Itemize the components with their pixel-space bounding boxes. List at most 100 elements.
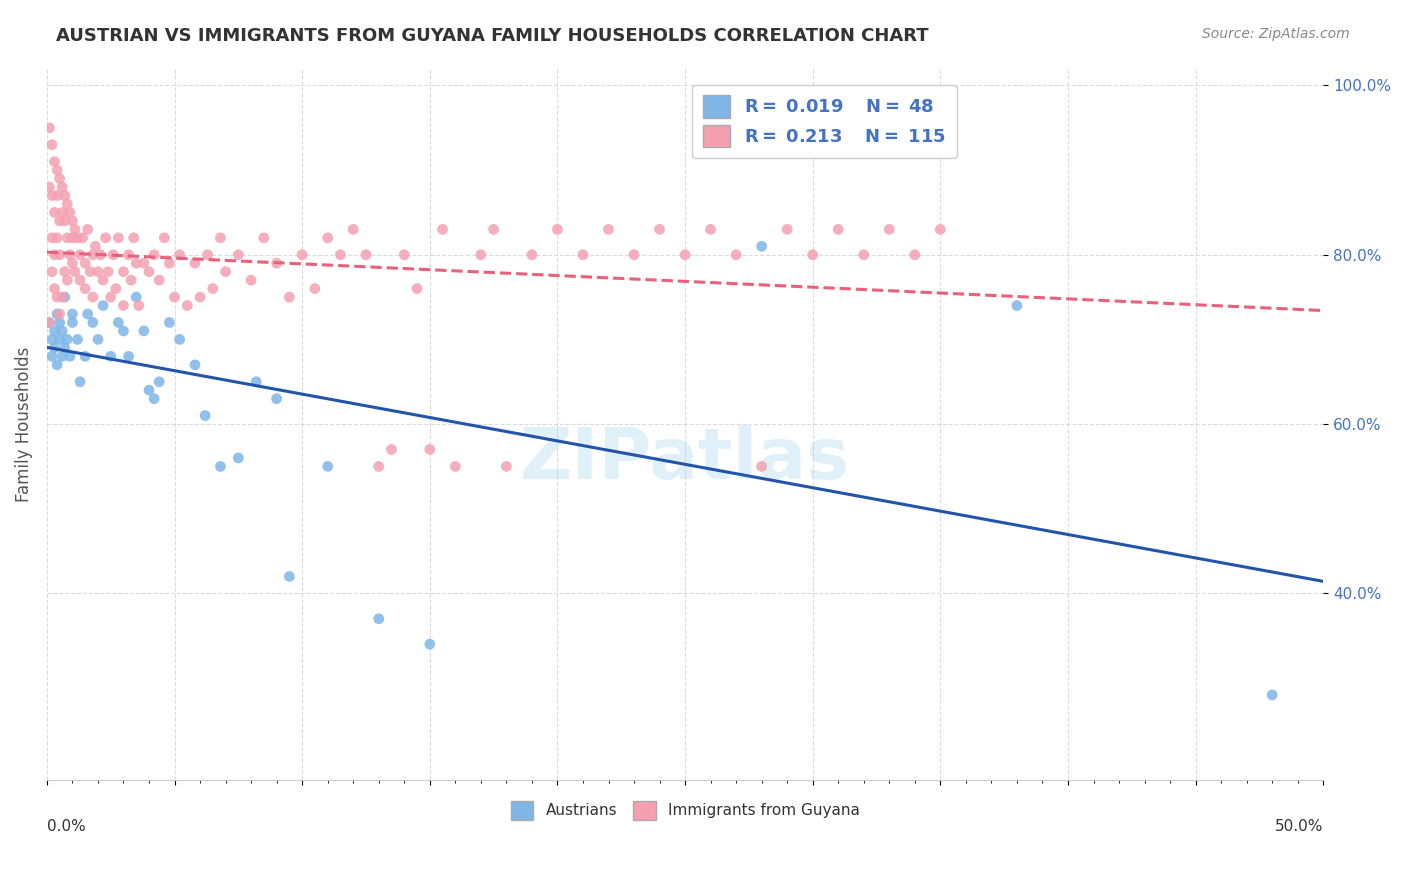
Point (56, 197, 79, 211)
Point (623, 248, 645, 262)
Point (63, 265, 86, 279)
Point (699, 222, 721, 236)
Point (91, 273, 114, 287)
Point (62, 307, 84, 321)
Point (59, 248, 82, 262)
Point (245, 375, 267, 389)
Point (82, 290, 104, 304)
Point (112, 324, 135, 338)
Point (482, 222, 505, 236)
Point (316, 231, 339, 245)
Point (432, 222, 454, 236)
Point (367, 459, 389, 474)
Point (117, 248, 139, 262)
Point (153, 231, 176, 245)
Point (228, 248, 250, 262)
Point (72, 231, 94, 245)
Point (291, 248, 314, 262)
Point (107, 231, 129, 245)
Point (100, 349, 122, 363)
Point (51, 324, 73, 338)
Point (107, 316, 129, 330)
Point (143, 248, 166, 262)
Point (46, 307, 69, 321)
Point (329, 248, 352, 262)
Point (41, 231, 63, 245)
Point (48, 307, 70, 321)
Point (184, 358, 207, 372)
Point (209, 459, 232, 474)
Point (46, 231, 69, 245)
Point (266, 256, 288, 270)
Point (69, 248, 91, 262)
Point (214, 265, 236, 279)
Point (41, 333, 63, 347)
Point (41, 349, 63, 363)
Point (1261, 688, 1284, 702)
Point (148, 375, 170, 389)
Point (228, 450, 250, 465)
Point (751, 459, 773, 474)
Point (82, 248, 104, 262)
Legend: Austrians, Immigrants from Guyana: Austrians, Immigrants from Guyana (502, 792, 869, 829)
Point (59, 205, 82, 219)
Point (66, 333, 89, 347)
Point (84, 239, 107, 253)
Point (470, 248, 492, 262)
Point (367, 612, 389, 626)
Point (53, 265, 76, 279)
Point (852, 248, 875, 262)
Point (801, 248, 824, 262)
Point (46, 290, 69, 304)
Point (827, 222, 849, 236)
Point (209, 231, 232, 245)
Point (169, 248, 191, 262)
Point (48, 316, 70, 330)
Point (69, 273, 91, 287)
Point (278, 290, 301, 304)
Point (103, 248, 125, 262)
Point (120, 273, 142, 287)
Point (132, 324, 155, 338)
Point (97, 265, 120, 279)
Point (46, 188, 69, 202)
Point (266, 392, 288, 406)
Point (673, 248, 696, 262)
Point (53, 214, 76, 228)
Point (125, 290, 148, 304)
Point (87, 265, 110, 279)
Point (44, 282, 66, 296)
Point (253, 231, 276, 245)
Point (75, 349, 97, 363)
Point (163, 290, 186, 304)
Point (62, 316, 84, 330)
Point (79, 265, 101, 279)
Point (648, 222, 671, 236)
Point (76, 222, 98, 236)
Point (751, 239, 773, 253)
Point (48, 333, 70, 347)
Point (59, 349, 82, 363)
Text: Source: ZipAtlas.com: Source: ZipAtlas.com (1202, 27, 1350, 41)
Point (56, 231, 79, 245)
Text: AUSTRIAN VS IMMIGRANTS FROM GUYANA FAMILY HOUSEHOLDS CORRELATION CHART: AUSTRIAN VS IMMIGRANTS FROM GUYANA FAMIL… (56, 27, 929, 45)
Point (354, 248, 377, 262)
Point (1005, 299, 1028, 313)
Point (132, 256, 155, 270)
Point (929, 222, 952, 236)
Point (176, 299, 198, 313)
Point (128, 299, 150, 313)
Point (598, 222, 620, 236)
Point (406, 282, 429, 296)
Point (56, 273, 79, 287)
Point (44, 205, 66, 219)
Point (184, 256, 207, 270)
Text: ZIPatlas: ZIPatlas (520, 425, 851, 494)
Point (725, 248, 748, 262)
Point (143, 392, 166, 406)
Y-axis label: Family Households: Family Households (15, 346, 32, 502)
Point (76, 307, 98, 321)
Point (75, 282, 97, 296)
Point (572, 248, 595, 262)
Point (394, 248, 416, 262)
